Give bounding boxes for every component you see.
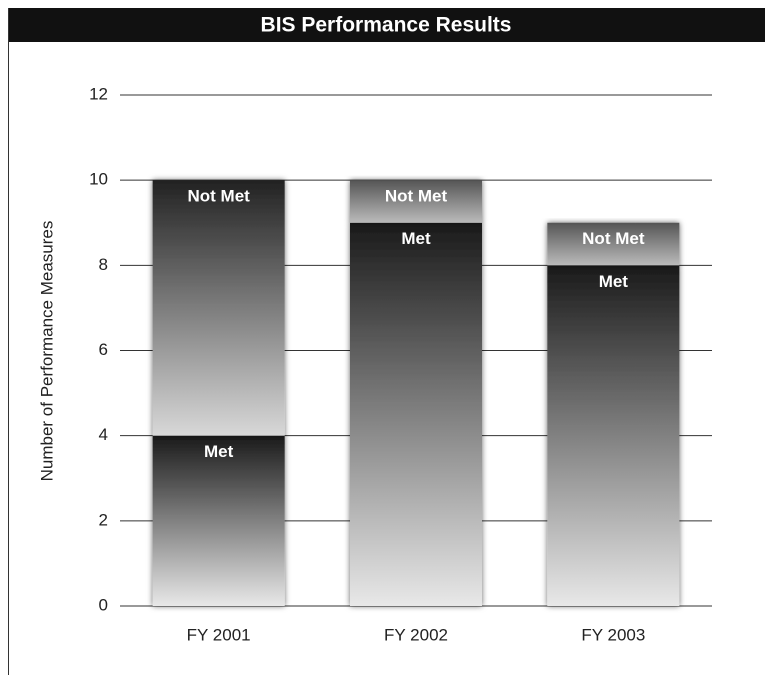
segment-label: Not Met [188,187,251,206]
chart-title: BIS Performance Results [261,14,512,37]
segment-label: Met [599,272,629,291]
y-tick-label: 8 [99,255,108,274]
y-tick-label: 10 [89,170,108,189]
bar-segment [350,222,482,606]
y-tick-label: 12 [89,84,108,103]
segment-label: Not Met [582,229,645,248]
bar-segment [152,435,285,606]
y-tick-label: 4 [99,425,108,444]
bar-segment [547,222,680,266]
bar-segment [547,265,680,606]
y-tick-label: 2 [99,510,108,529]
x-tick-label: FY 2001 [187,625,251,644]
bar-segment [350,180,482,223]
bar-segment [152,180,285,436]
segment-label: Met [204,442,234,461]
x-tick-label: FY 2002 [384,625,448,644]
y-tick-label: 6 [99,340,108,359]
y-tick-label: 0 [99,595,108,614]
title-bar [8,8,765,42]
segment-label: Not Met [385,187,448,206]
y-axis-label: Number of Performance Measures [37,221,56,482]
x-tick-label: FY 2003 [581,625,645,644]
plot: 0 2 4 6 8 10 12 FY 2001 Met Not Met FY 2002 Met Not … [89,84,712,644]
segment-label: Met [401,229,431,248]
